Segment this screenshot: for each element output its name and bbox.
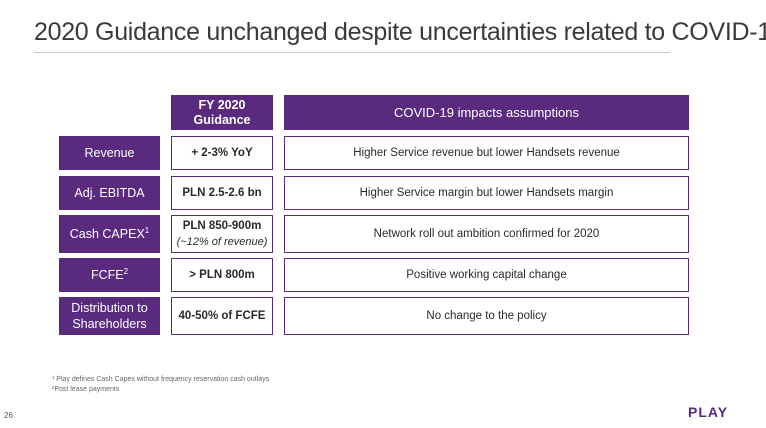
impact-cell-cash-capex: Network roll out ambition confirmed for …	[284, 215, 689, 253]
guidance-value: 40-50% of FCFE	[178, 310, 266, 322]
row-label-text: Revenue	[84, 146, 135, 160]
header-covid-impacts: COVID-19 impacts assumptions	[284, 95, 689, 130]
guidance-cell-adj-ebitda: PLN 2.5-2.6 bn	[171, 176, 273, 210]
row-label-main: FCFE	[90, 268, 124, 282]
row-label-distribution: Distribution to Shareholders	[59, 297, 160, 335]
impact-cell-fcfe: Positive working capital change	[284, 258, 689, 292]
row-label-text: Cash CAPEX1	[70, 226, 149, 242]
guidance-value: > PLN 800m	[189, 269, 255, 281]
guidance-value: PLN 850-900m	[182, 220, 262, 232]
footnotes: ¹ Play defines Cash Capex without freque…	[52, 375, 269, 395]
footnote-marker: 2	[123, 266, 129, 276]
impact-cell-adj-ebitda: Higher Service margin but lower Handsets…	[284, 176, 689, 210]
header-guidance: FY 2020 Guidance	[171, 95, 273, 130]
slide-title: 2020 Guidance unchanged despite uncertai…	[34, 18, 766, 46]
impact-cell-distribution: No change to the policy	[284, 297, 689, 335]
row-label-text: FCFE2	[91, 267, 128, 283]
row-label-text: Adj. EBITDA	[74, 186, 145, 200]
footnote-2: ²Post lease payments	[52, 386, 120, 393]
guidance-cell-distribution: 40-50% of FCFE	[171, 297, 273, 335]
impact-cell-revenue: Higher Service revenue but lower Handset…	[284, 136, 689, 170]
row-label-cash-capex: Cash CAPEX1	[59, 215, 160, 253]
guidance-cell-cash-capex: PLN 850-900m (~12% of revenue)	[171, 215, 273, 253]
row-label-line2: Shareholders	[72, 317, 147, 331]
header-guidance-line2: Guidance	[193, 112, 251, 127]
guidance-subtext: (~12% of revenue)	[176, 236, 268, 248]
footnote-marker: 1	[144, 225, 150, 235]
footnote-1: ¹ Play defines Cash Capex without freque…	[52, 376, 270, 383]
guidance-value: PLN 2.5-2.6 bn	[182, 187, 262, 199]
page-number: 26	[4, 411, 13, 420]
row-label-main: Cash CAPEX	[69, 227, 145, 241]
row-label-line1: Distribution to	[71, 301, 148, 315]
guidance-cell-fcfe: > PLN 800m	[171, 258, 273, 292]
row-label-fcfe: FCFE2	[59, 258, 160, 292]
title-divider	[34, 52, 670, 53]
guidance-value: + 2-3% YoY	[191, 147, 253, 159]
play-logo: PLAY	[688, 404, 729, 420]
header-guidance-line1: FY 2020	[198, 97, 246, 112]
row-label-adj-ebitda: Adj. EBITDA	[59, 176, 160, 210]
guidance-cell-revenue: + 2-3% YoY	[171, 136, 273, 170]
row-label-revenue: Revenue	[59, 136, 160, 170]
